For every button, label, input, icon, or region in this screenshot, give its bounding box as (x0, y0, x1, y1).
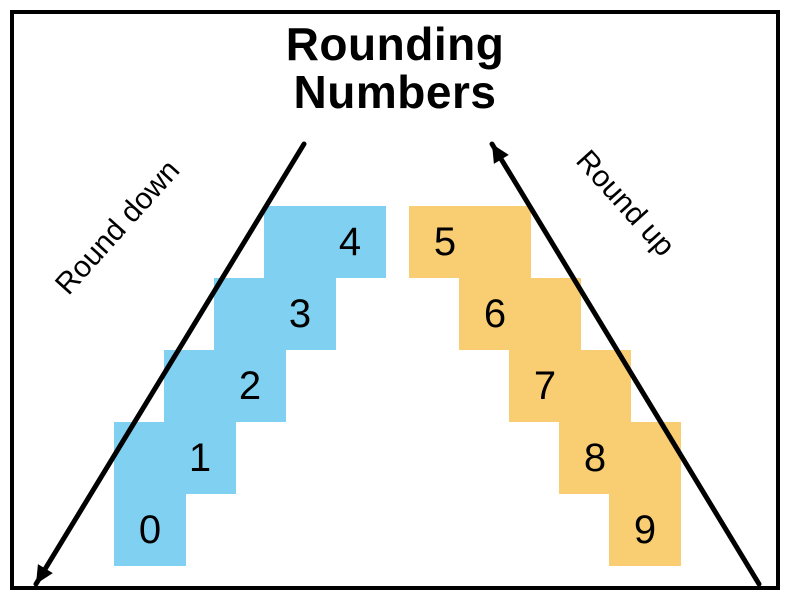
round-up-arrow (14, 14, 780, 590)
diagram-frame: Rounding Numbers 01234 56789 Round down … (10, 10, 780, 590)
